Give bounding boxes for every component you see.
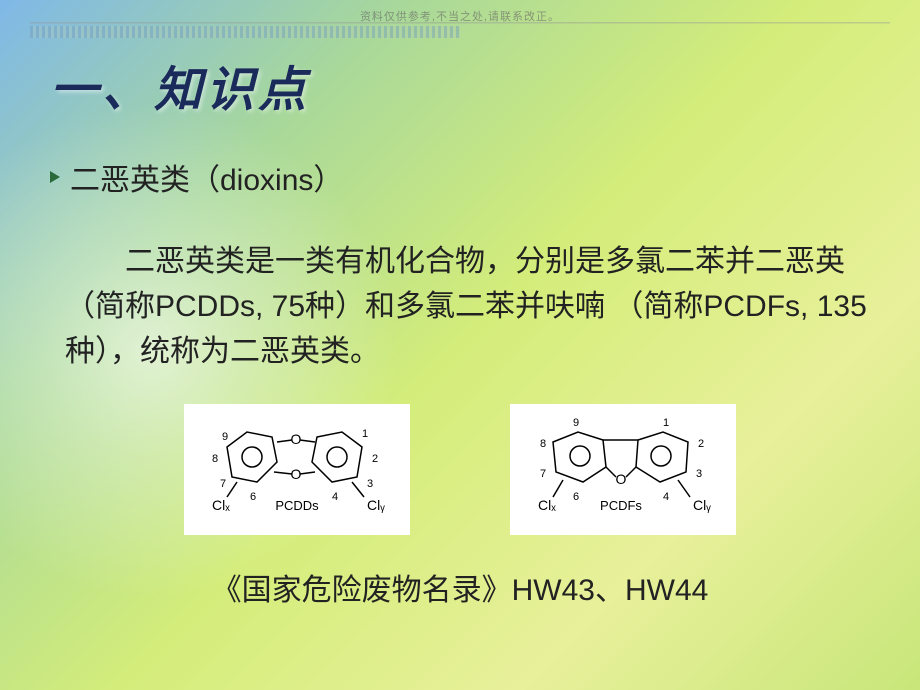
pos-2: 2 bbox=[698, 438, 704, 450]
clx-label: Clₓ bbox=[212, 497, 230, 513]
clx-label: Clₓ bbox=[538, 497, 556, 513]
triangle-bullet-icon bbox=[50, 171, 60, 183]
bullet-row: 二恶英类（dioxins） bbox=[50, 155, 870, 199]
pos-7: 7 bbox=[540, 468, 546, 480]
pos-7: 7 bbox=[220, 478, 226, 490]
hexagon-left-icon bbox=[553, 432, 606, 482]
cly-label: Clᵧ bbox=[693, 497, 711, 513]
o-atom: O bbox=[291, 466, 302, 482]
o-atom: O bbox=[616, 471, 627, 487]
pos-3: 3 bbox=[696, 468, 702, 480]
hexagon-right-icon bbox=[636, 432, 688, 482]
ring-right-icon bbox=[651, 446, 671, 466]
pos-1: 1 bbox=[362, 428, 368, 440]
hexagon-right-icon bbox=[312, 432, 362, 482]
decorative-strip bbox=[30, 26, 460, 38]
pos-9: 9 bbox=[573, 417, 579, 429]
diagrams-row: O O 9 8 7 6 4 3 2 1 Clₓ Clᵧ PCDDs bbox=[50, 404, 870, 535]
ring-left-icon bbox=[242, 447, 262, 467]
pos-8: 8 bbox=[540, 438, 546, 450]
pcdfs-diagram: O 9 8 7 6 4 3 2 1 Clₓ Clᵧ PCDFs bbox=[510, 404, 736, 535]
top-divider bbox=[30, 22, 890, 24]
footer-reference: 《国家危险废物名录》HW43、HW44 bbox=[50, 565, 870, 609]
pcdfs-label: PCDFs bbox=[600, 498, 642, 513]
pos-6: 6 bbox=[573, 491, 579, 503]
pos-4: 4 bbox=[663, 491, 669, 503]
pos-3: 3 bbox=[367, 478, 373, 490]
slide-title: 一、知识点 bbox=[50, 50, 310, 120]
pos-6: 6 bbox=[250, 491, 256, 503]
ring-right-icon bbox=[327, 447, 347, 467]
cly-label: Clᵧ bbox=[367, 497, 385, 513]
pos-4: 4 bbox=[332, 491, 338, 503]
ring-left-icon bbox=[570, 446, 590, 466]
paragraph: 二恶英类是一类有机化合物，分别是多氯二苯并二恶英（简称PCDDs, 75种）和多… bbox=[65, 239, 870, 374]
hexagon-left-icon bbox=[227, 432, 277, 482]
bullet-text: 二恶英类（dioxins） bbox=[70, 155, 343, 199]
pos-2: 2 bbox=[372, 453, 378, 465]
pcdds-label: PCDDs bbox=[275, 498, 319, 513]
content-area: 二恶英类（dioxins） 二恶英类是一类有机化合物，分别是多氯二苯并二恶英（简… bbox=[50, 155, 870, 609]
pos-8: 8 bbox=[212, 453, 218, 465]
pos-9: 9 bbox=[222, 431, 228, 443]
pos-1: 1 bbox=[663, 417, 669, 429]
pcdds-diagram: O O 9 8 7 6 4 3 2 1 Clₓ Clᵧ PCDDs bbox=[184, 404, 410, 535]
o-atom: O bbox=[291, 431, 302, 447]
